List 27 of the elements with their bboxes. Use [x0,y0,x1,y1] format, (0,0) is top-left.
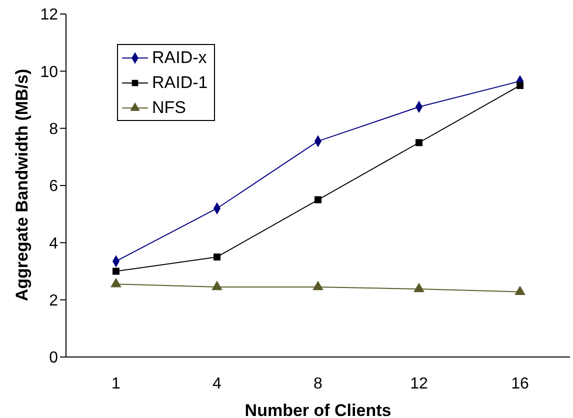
legend-label: NFS [152,97,186,119]
y-tick-label: 4 [49,235,58,252]
point [414,283,424,292]
point [110,278,122,288]
y-tick-label: 6 [49,178,58,196]
x-tick-label: 1 [112,375,121,392]
point [112,268,120,275]
x-axis-title: Number of Clients [244,401,392,418]
point [516,82,524,89]
point [314,196,322,204]
point [312,281,324,290]
y-tick-label: 2 [49,292,58,310]
x-tick-label: 4 [212,375,222,392]
legend-label: RAID-x [152,47,207,69]
x-tick-label: 12 [410,375,428,392]
point [416,139,422,146]
x-tick-label: 16 [511,375,529,392]
y-tick-label: 8 [49,121,58,138]
point [514,286,526,295]
point [214,253,220,260]
x-tick-label: 8 [314,375,323,392]
y-tick-label: 0 [49,350,58,367]
point [212,281,222,290]
y-tick-label: 10 [40,64,58,81]
y-axis-title: Aggregate Bandwidth (MB/s) [12,68,32,302]
y-tick-label: 12 [40,6,58,24]
legend-label: RAID-1 [152,72,208,94]
